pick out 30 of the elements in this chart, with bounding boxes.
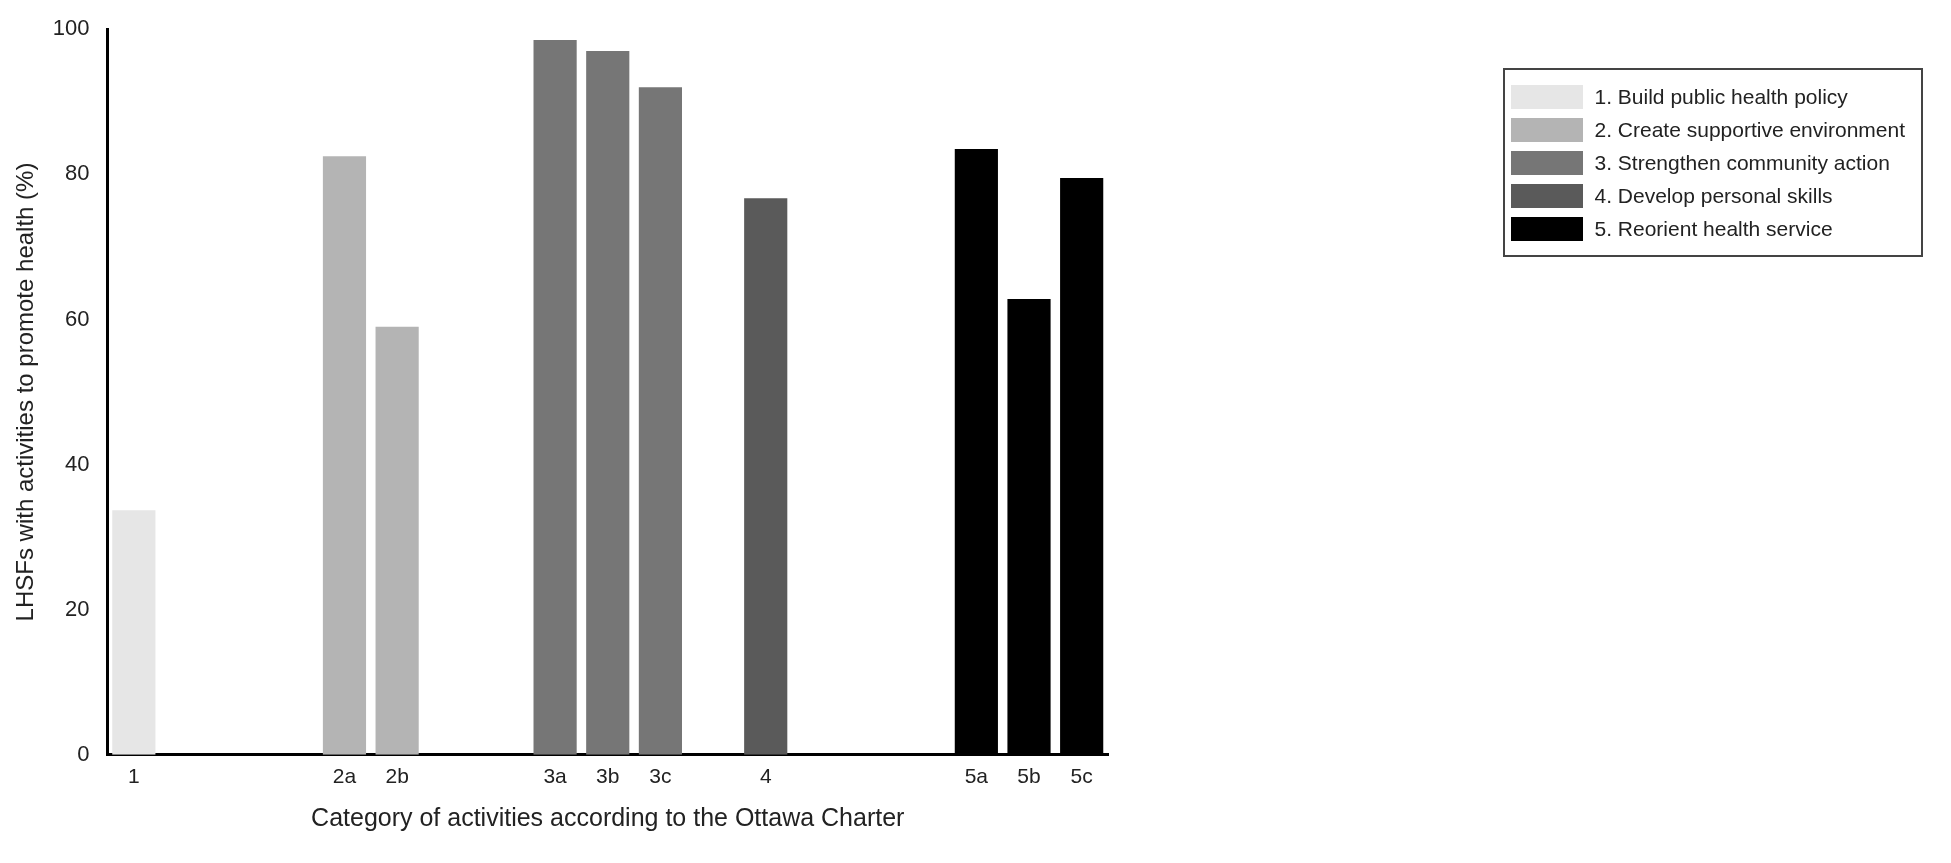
legend-label: 2. Create supportive environment <box>1594 117 1905 142</box>
bar <box>533 40 577 755</box>
x-tick-label: 2b <box>385 764 409 788</box>
bar <box>322 156 367 755</box>
x-tick-label: 5c <box>1070 764 1093 788</box>
bar <box>375 326 419 755</box>
y-tick-label: 80 <box>65 160 90 186</box>
x-tick-label: 3c <box>649 764 672 788</box>
legend-label: 1. Build public health policy <box>1594 84 1848 109</box>
x-tick-label: 3b <box>596 764 620 788</box>
bar <box>744 198 788 755</box>
legend-label: 4. Develop personal skills <box>1594 183 1833 208</box>
x-tick-label: 5a <box>964 764 989 788</box>
legend-label: 5. Reorient health service <box>1594 216 1833 241</box>
x-tick-label: 1 <box>127 764 140 788</box>
x-tick-label: 2a <box>332 764 357 788</box>
y-tick-label: 40 <box>65 450 90 476</box>
legend-label: 3. Strengthen community action <box>1594 150 1890 175</box>
y-axis-title: LHSFs with activities to promote health (%) <box>11 162 39 622</box>
bar <box>112 510 156 755</box>
bar <box>638 87 682 755</box>
x-axis-title: Category of activities according to the Ottawa Charter <box>311 802 905 831</box>
y-tick-label: 60 <box>65 305 90 331</box>
x-tick-label: 3a <box>543 764 568 788</box>
y-tick-label: 100 <box>52 15 90 41</box>
bar <box>586 50 630 755</box>
x-tick-label: 4 <box>759 764 772 788</box>
y-tick-label: 20 <box>65 595 90 621</box>
y-tick-label: 0 <box>77 740 90 766</box>
x-tick-label: 5b <box>1017 764 1041 788</box>
